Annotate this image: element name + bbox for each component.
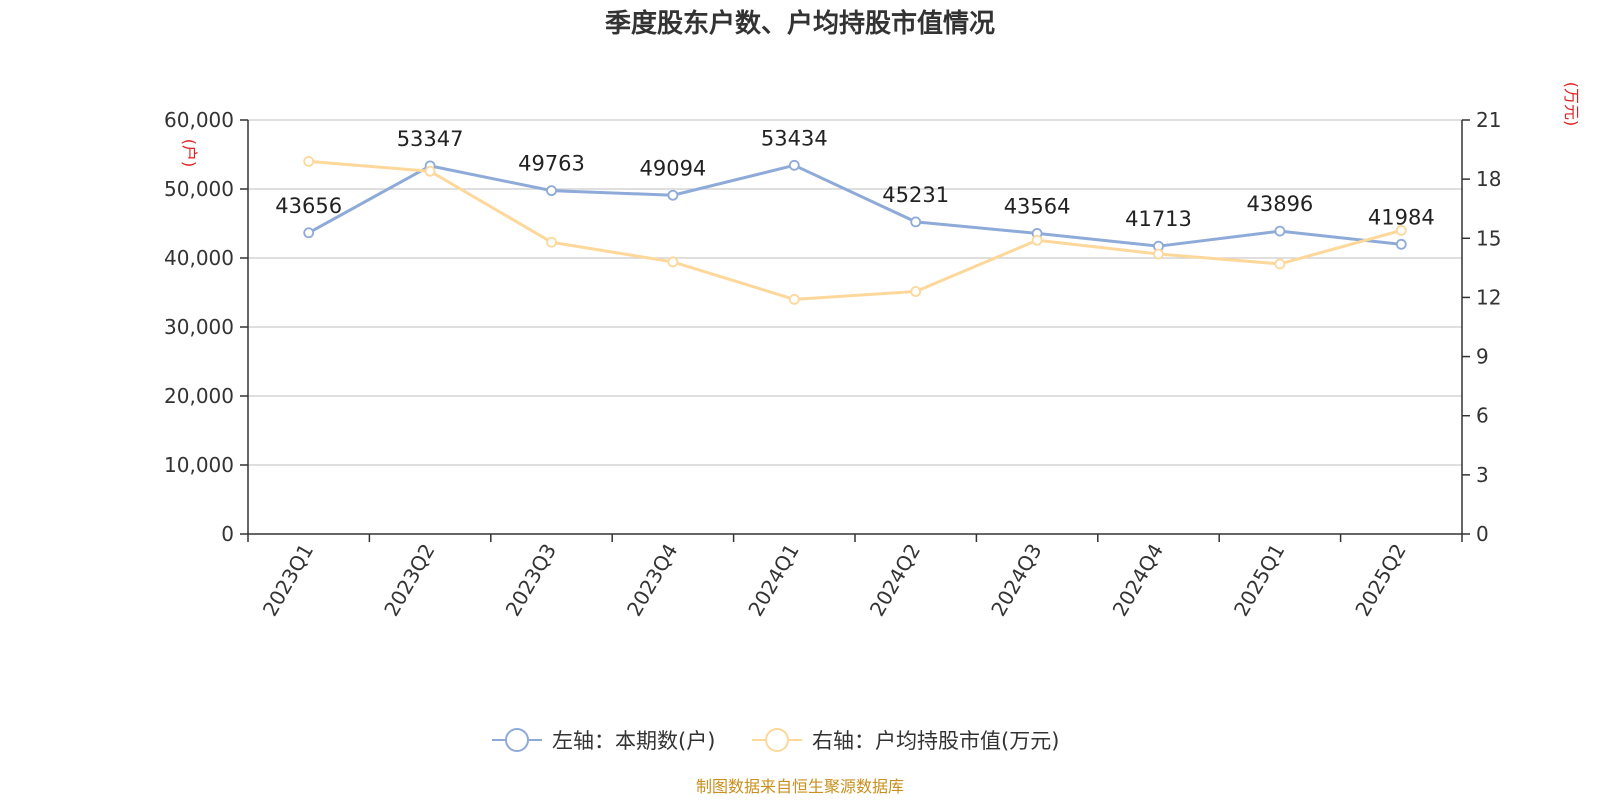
- legend-marker: [505, 728, 529, 752]
- data-point: [546, 185, 557, 197]
- data-point: [1274, 258, 1286, 270]
- left-tick-label: 0: [221, 522, 234, 546]
- left-axis-unit: (户): [180, 139, 199, 168]
- data-point: [424, 165, 436, 177]
- data-label: 53347: [397, 127, 464, 151]
- left-tick-label: 60,000: [164, 108, 234, 132]
- x-tick-label: 2025Q2: [1350, 540, 1410, 621]
- x-tick-label: 2024Q2: [865, 540, 925, 621]
- data-point: [788, 159, 800, 171]
- legend-label: 左轴：本期数(户): [552, 729, 715, 753]
- right-tick-label: 18: [1476, 167, 1501, 191]
- legend-label: 右轴：户均持股市值(万元): [812, 729, 1059, 753]
- data-label: 41984: [1368, 205, 1435, 229]
- right-axis-unit: (万元): [1562, 82, 1581, 127]
- right-tick-label: 3: [1476, 463, 1489, 487]
- data-point: [910, 216, 922, 228]
- series-line-holders: [307, 163, 1402, 248]
- data-labels: 43656 53347 49763 49094 53434 45231 43564 41713…: [275, 126, 1434, 231]
- right-tick-label: 12: [1476, 285, 1501, 309]
- right-tick-label: 9: [1476, 345, 1489, 369]
- data-label: 45231: [882, 183, 949, 207]
- data-point: [1395, 238, 1407, 250]
- source-note: 制图数据来自恒生聚源数据库: [696, 777, 904, 796]
- data-point: [1153, 248, 1164, 260]
- data-point: [303, 227, 315, 239]
- chart-title: 季度股东户数、户均持股市值情况: [605, 8, 995, 39]
- data-point: [546, 236, 557, 248]
- grid: [248, 119, 1462, 466]
- left-tick-label: 40,000: [164, 246, 234, 270]
- data-point: [910, 286, 922, 297]
- right-tick-label: 6: [1476, 404, 1489, 428]
- data-point: [667, 256, 679, 268]
- data-point: [1031, 234, 1043, 246]
- data-label: 43656: [275, 194, 342, 218]
- left-tick-label: 50,000: [164, 177, 234, 201]
- x-tick-label: 2023Q1: [258, 540, 318, 621]
- data-point: [303, 155, 315, 167]
- x-tick-label: 2025Q1: [1229, 540, 1289, 621]
- data-label: 49763: [518, 152, 585, 176]
- data-label: 43564: [1004, 194, 1071, 218]
- data-point: [1274, 225, 1286, 237]
- x-tick-label: 2024Q1: [743, 540, 803, 621]
- x-tick-label: 2024Q4: [1108, 540, 1168, 621]
- data-label: 53434: [761, 126, 828, 150]
- x-tick-label: 2023Q3: [501, 540, 561, 621]
- left-tick-label: 10,000: [164, 453, 234, 477]
- left-tick-label: 20,000: [164, 384, 234, 408]
- right-tick-label: 15: [1476, 226, 1501, 250]
- data-point: [788, 293, 800, 305]
- data-label: 43896: [1246, 192, 1313, 216]
- x-tick-label: 2023Q4: [622, 540, 682, 621]
- series-line-avg-value: [308, 159, 1402, 301]
- data-label: 49094: [639, 156, 706, 180]
- legend: 左轴：本期数(户) 右轴：户均持股市值(万元): [492, 728, 1059, 753]
- legend-marker: [765, 728, 789, 752]
- left-tick-label: 30,000: [164, 315, 234, 339]
- right-tick-label: 21: [1476, 108, 1501, 132]
- x-tick-label: 2024Q3: [986, 540, 1046, 621]
- series: [303, 155, 1407, 305]
- data-point: [1395, 224, 1407, 236]
- right-tick-label: 0: [1476, 522, 1489, 546]
- data-point: [667, 189, 679, 201]
- x-tick-label: 2023Q2: [379, 540, 439, 621]
- data-label: 41713: [1125, 207, 1192, 231]
